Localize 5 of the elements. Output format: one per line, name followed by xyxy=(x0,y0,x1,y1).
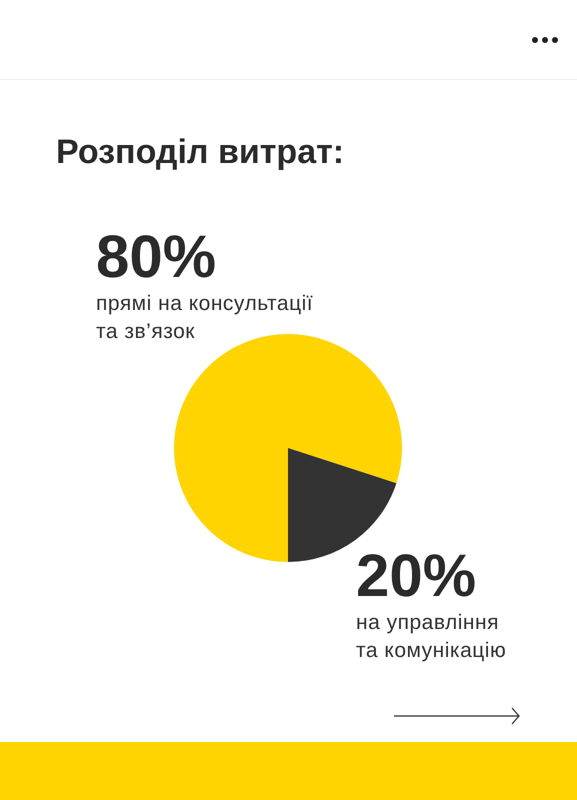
data-label: 80% xyxy=(96,223,218,290)
chart-title: Розподіл витрат: xyxy=(56,132,344,173)
slice-label: на управління та комунікацію xyxy=(356,610,508,664)
slice-label: прямі на консультації та зв’язок xyxy=(96,291,314,345)
data-label: 20% xyxy=(356,542,478,609)
